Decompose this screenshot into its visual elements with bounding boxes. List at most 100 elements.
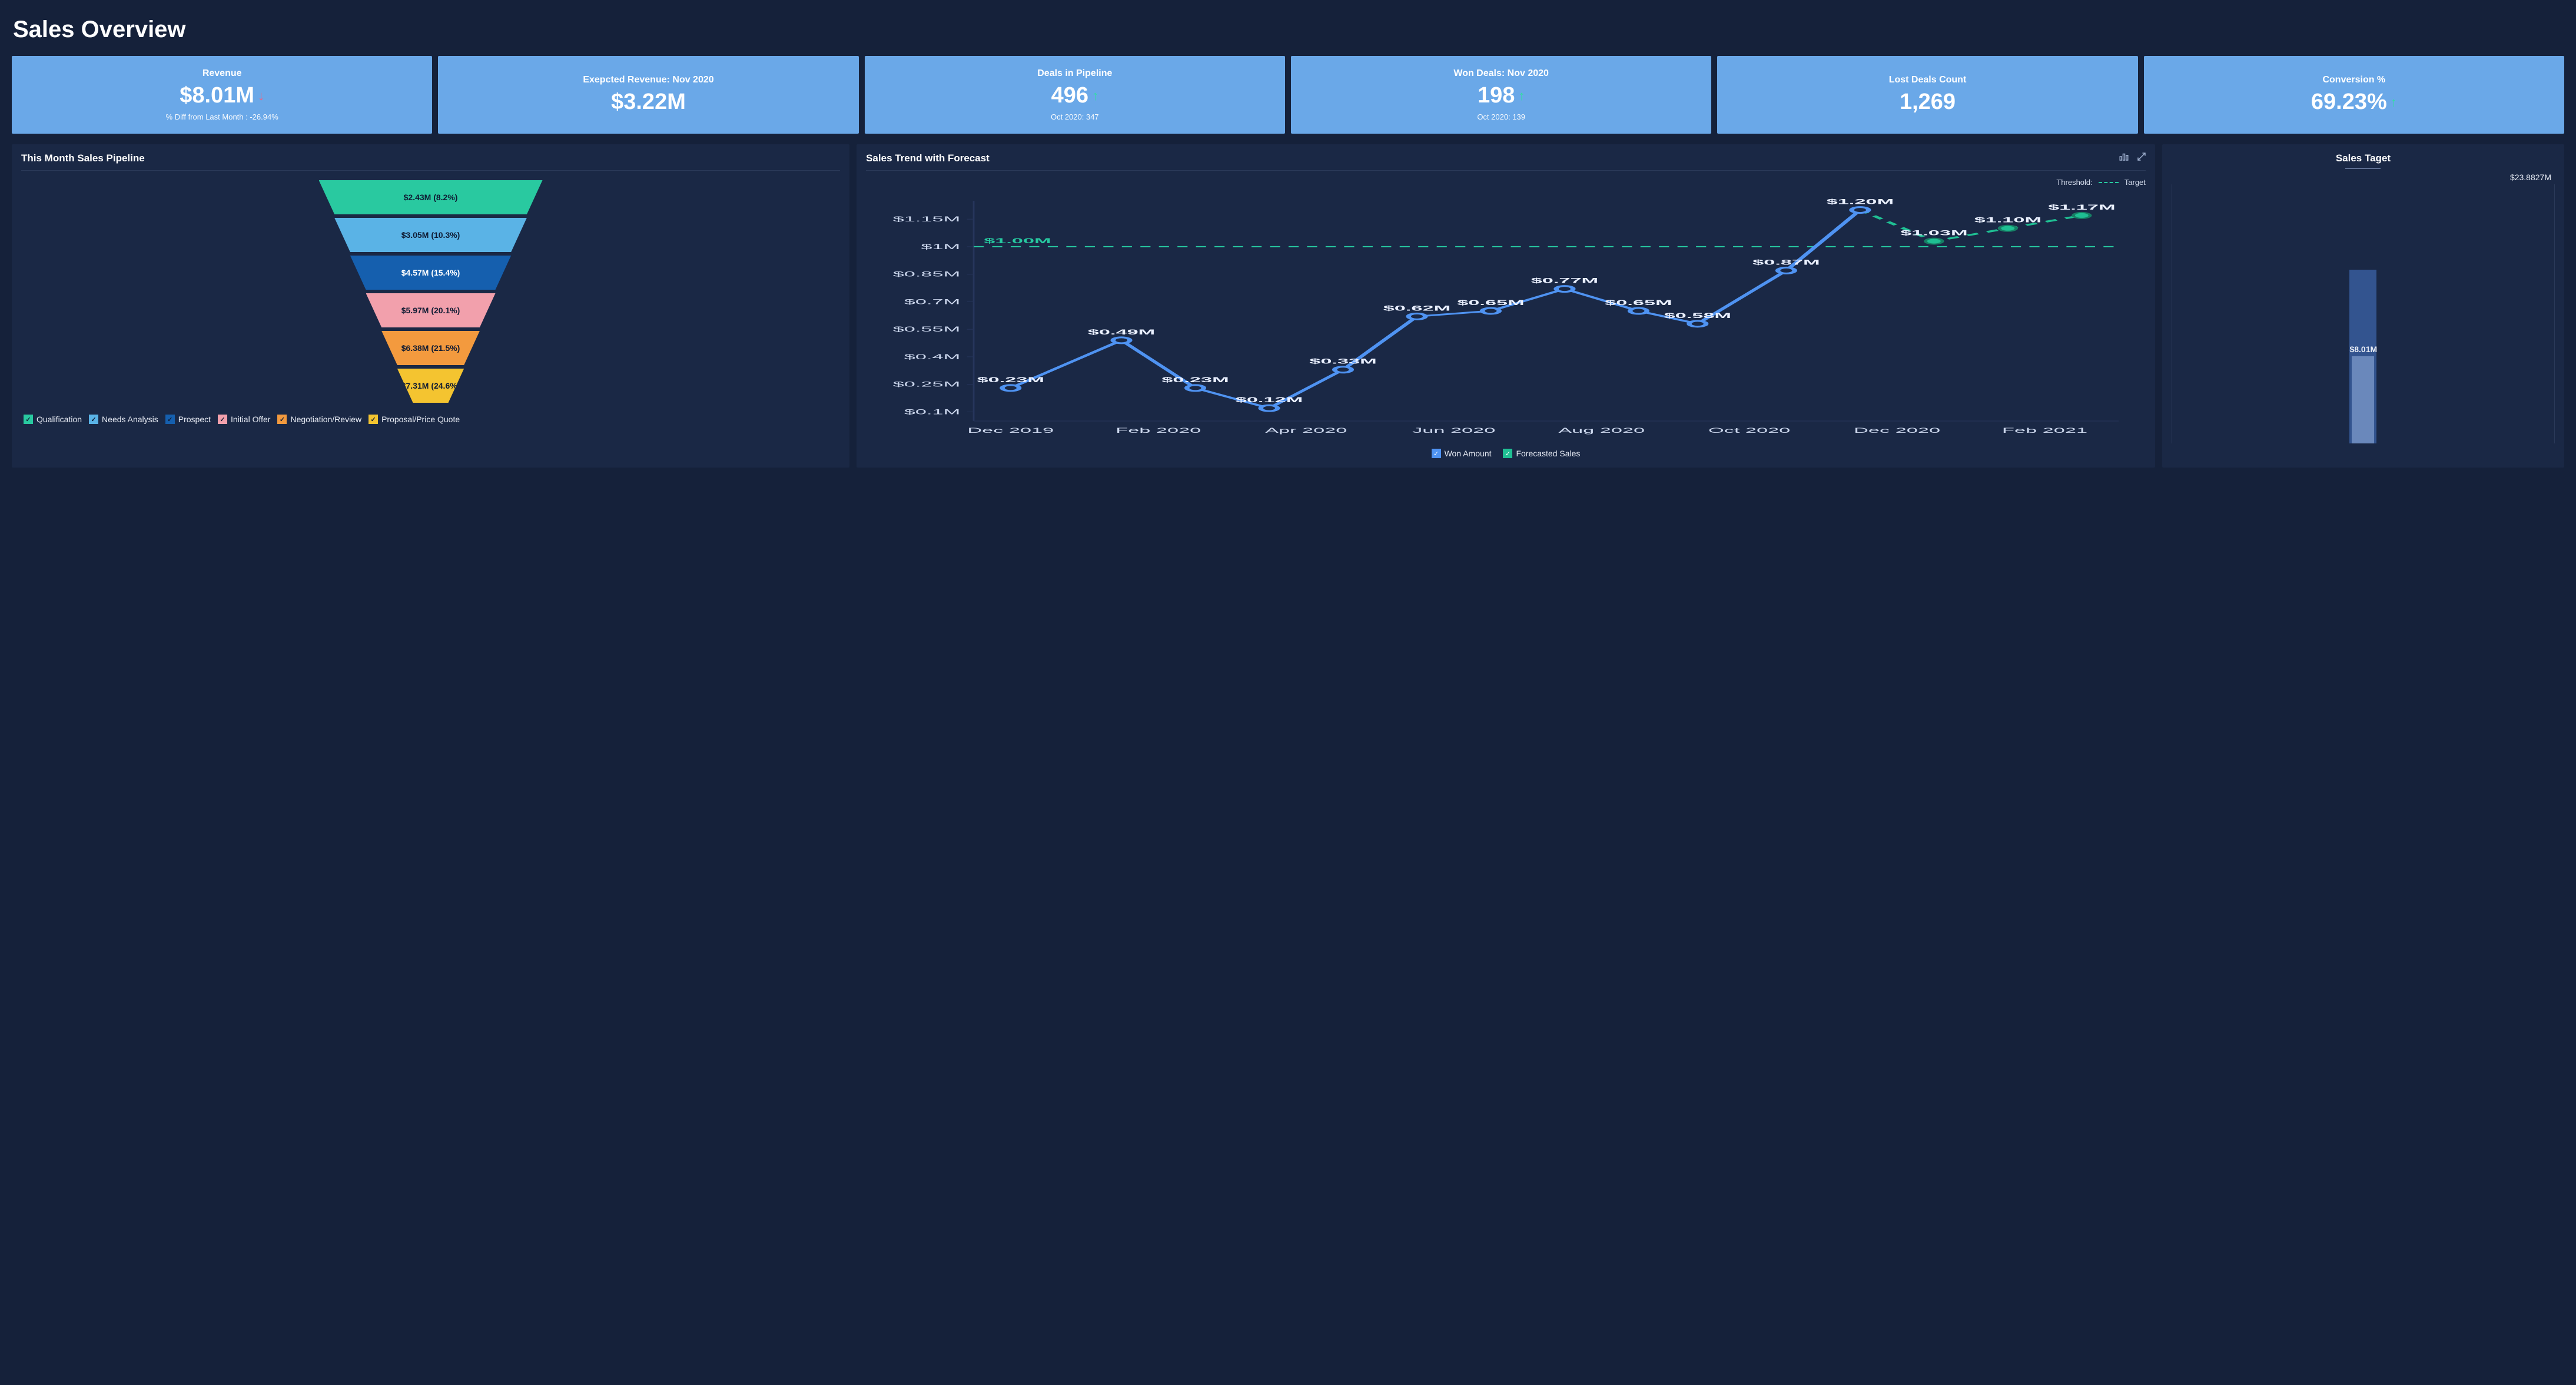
legend-won-swatch: ✓ xyxy=(1432,449,1441,458)
svg-text:$1M: $1M xyxy=(921,243,960,251)
target-panel: Sales Taget $23.8827M $8.01M xyxy=(2162,144,2564,468)
svg-text:$0.25M: $0.25M xyxy=(893,380,960,388)
svg-text:$0.65M: $0.65M xyxy=(1605,299,1672,307)
svg-text:Dec 2019: Dec 2019 xyxy=(967,427,1054,435)
target-bar-chart: $8.01M xyxy=(2172,184,2555,443)
funnel-stage[interactable]: $2.43M (8.2%) xyxy=(319,180,543,214)
kpi-lost-title: Lost Deals Count xyxy=(1723,75,2132,85)
svg-text:$1.10M: $1.10M xyxy=(1974,216,2041,224)
svg-text:Dec 2020: Dec 2020 xyxy=(1854,427,1940,435)
legend-forecast-label: Forecasted Sales xyxy=(1516,449,1580,458)
funnel-stage[interactable]: $7.31M (24.6%) xyxy=(397,369,464,403)
target-title: Sales Taget xyxy=(2172,153,2555,167)
kpi-won-title: Won Deals: Nov 2020 xyxy=(1297,68,1705,79)
svg-text:$0.77M: $0.77M xyxy=(1531,277,1598,284)
kpi-won-sub: Oct 2020: 139 xyxy=(1297,112,1705,121)
kpi-won-value: 198↑ xyxy=(1297,84,1705,108)
panel-tools xyxy=(2119,151,2147,165)
threshold-legend-row: Threshold: Target xyxy=(866,178,2146,187)
kpi-conversion[interactable]: Conversion % 69.23%↑ xyxy=(2144,56,2564,134)
kpi-revenue-value-text: $8.01M xyxy=(180,83,254,108)
dashboard-root: Sales Overview Revenue $8.01M↓ % Diff fr… xyxy=(0,0,2576,484)
svg-text:$0.7M: $0.7M xyxy=(904,298,960,306)
kpi-pipeline[interactable]: Deals in Pipeline 496↑ Oct 2020: 347 xyxy=(865,56,1285,134)
target-bar-label: $8.01M xyxy=(2349,344,2376,354)
funnel-legend-item[interactable]: Qualification xyxy=(24,415,82,424)
svg-text:$0.23M: $0.23M xyxy=(977,376,1044,384)
funnel-legend-item[interactable]: Proposal/Price Quote xyxy=(369,415,460,424)
legend-won-label: Won Amount xyxy=(1445,449,1492,458)
kpi-pipeline-title: Deals in Pipeline xyxy=(871,68,1279,79)
svg-text:Feb 2021: Feb 2021 xyxy=(2002,427,2087,435)
kpi-pipeline-value-text: 496 xyxy=(1051,83,1088,108)
legend-swatch-icon xyxy=(165,415,175,424)
legend-swatch-icon xyxy=(24,415,33,424)
funnel-legend-item[interactable]: Prospect xyxy=(165,415,211,424)
svg-text:Feb 2020: Feb 2020 xyxy=(1116,427,1201,435)
kpi-won-deals[interactable]: Won Deals: Nov 2020 198↑ Oct 2020: 139 xyxy=(1291,56,1711,134)
svg-text:$0.33M: $0.33M xyxy=(1309,357,1376,365)
legend-won[interactable]: ✓ Won Amount xyxy=(1432,449,1492,458)
legend-label: Proposal/Price Quote xyxy=(381,415,460,424)
kpi-conversion-value-text: 69.23% xyxy=(2311,90,2387,114)
bar-chart-icon[interactable] xyxy=(2119,151,2129,165)
arrow-up-icon: ↑ xyxy=(1518,88,1525,103)
target-max-label: $23.8827M xyxy=(2172,173,2555,182)
funnel-chart: $2.43M (8.2%) $3.05M (10.3%) $4.57M (15.4%… xyxy=(21,178,840,406)
kpi-lost-value: 1,269 xyxy=(1723,90,2132,115)
svg-text:Oct 2020: Oct 2020 xyxy=(1708,427,1790,435)
legend-swatch-icon xyxy=(277,415,287,424)
kpi-conversion-value: 69.23% ↑ xyxy=(2150,90,2558,115)
funnel-title: This Month Sales Pipeline xyxy=(21,153,840,171)
svg-text:Jun 2020: Jun 2020 xyxy=(1412,427,1495,435)
svg-text:$0.85M: $0.85M xyxy=(893,270,960,278)
trend-title: Sales Trend with Forecast xyxy=(866,153,2146,171)
legend-label: Qualification xyxy=(36,415,82,424)
funnel-stage[interactable]: $6.38M (21.5%) xyxy=(381,331,480,365)
funnel-stage[interactable]: $4.57M (15.4%) xyxy=(350,256,511,290)
kpi-expected-value: $3.22M xyxy=(444,90,852,115)
funnel-stage[interactable]: $3.05M (10.3%) xyxy=(334,218,527,252)
funnel-stage[interactable]: $5.97M (20.1%) xyxy=(366,293,496,327)
threshold-dash-icon xyxy=(2099,182,2119,183)
page-title: Sales Overview xyxy=(13,16,2564,43)
legend-swatch-icon xyxy=(369,415,378,424)
legend-forecast-swatch: ✓ xyxy=(1503,449,1512,458)
arrow-up-icon: ↑ xyxy=(2391,95,2397,110)
svg-text:$0.4M: $0.4M xyxy=(904,353,960,361)
legend-swatch-icon xyxy=(89,415,98,424)
svg-text:$0.55M: $0.55M xyxy=(893,326,960,333)
funnel-legend-item[interactable]: Negotiation/Review xyxy=(277,415,361,424)
svg-text:Apr 2020: Apr 2020 xyxy=(1265,427,1347,435)
funnel-legend: Qualification Needs Analysis Prospect Initi… xyxy=(21,415,840,424)
kpi-revenue[interactable]: Revenue $8.01M↓ % Diff from Last Month :… xyxy=(12,56,432,134)
threshold-legend-text: Target xyxy=(2124,178,2146,187)
svg-text:$1.17M: $1.17M xyxy=(2048,204,2115,211)
legend-forecast[interactable]: ✓ Forecasted Sales xyxy=(1503,449,1580,458)
svg-text:$0.62M: $0.62M xyxy=(1383,304,1450,312)
kpi-row: Revenue $8.01M↓ % Diff from Last Month :… xyxy=(12,56,2564,134)
svg-text:$0.1M: $0.1M xyxy=(904,408,960,416)
kpi-lost-deals[interactable]: Lost Deals Count 1,269 xyxy=(1717,56,2137,134)
arrow-down-icon: ↓ xyxy=(258,88,264,103)
trend-panel: Sales Trend with Forecast Threshold: Tar… xyxy=(857,144,2155,468)
funnel-legend-item[interactable]: Initial Offer xyxy=(218,415,270,424)
funnel-panel: This Month Sales Pipeline $2.43M (8.2%)$… xyxy=(12,144,849,468)
legend-label: Needs Analysis xyxy=(102,415,158,424)
trend-line-chart: $0.1M $0.25M $0.4M $0.55M $0.7M $0.85M $1M $1.1… xyxy=(866,189,2146,442)
legend-label: Initial Offer xyxy=(231,415,270,424)
svg-text:$0.23M: $0.23M xyxy=(1161,376,1229,384)
svg-text:$0.87M: $0.87M xyxy=(1752,259,1820,266)
kpi-expected-revenue[interactable]: Exepcted Revenue: Nov 2020 $3.22M xyxy=(438,56,858,134)
svg-text:Aug 2020: Aug 2020 xyxy=(1558,427,1645,435)
funnel-legend-item[interactable]: Needs Analysis xyxy=(89,415,158,424)
svg-text:$1.03M: $1.03M xyxy=(1900,229,1967,237)
target-underline xyxy=(2345,168,2381,169)
expand-icon[interactable] xyxy=(2136,151,2147,165)
kpi-pipeline-sub: Oct 2020: 347 xyxy=(871,112,1279,121)
svg-text:$0.49M: $0.49M xyxy=(1088,329,1155,336)
kpi-revenue-value: $8.01M ↓ xyxy=(18,84,426,108)
kpi-expected-title: Exepcted Revenue: Nov 2020 xyxy=(444,75,852,85)
trend-series-legend: ✓ Won Amount ✓ Forecasted Sales xyxy=(866,449,2146,458)
legend-swatch-icon xyxy=(218,415,227,424)
